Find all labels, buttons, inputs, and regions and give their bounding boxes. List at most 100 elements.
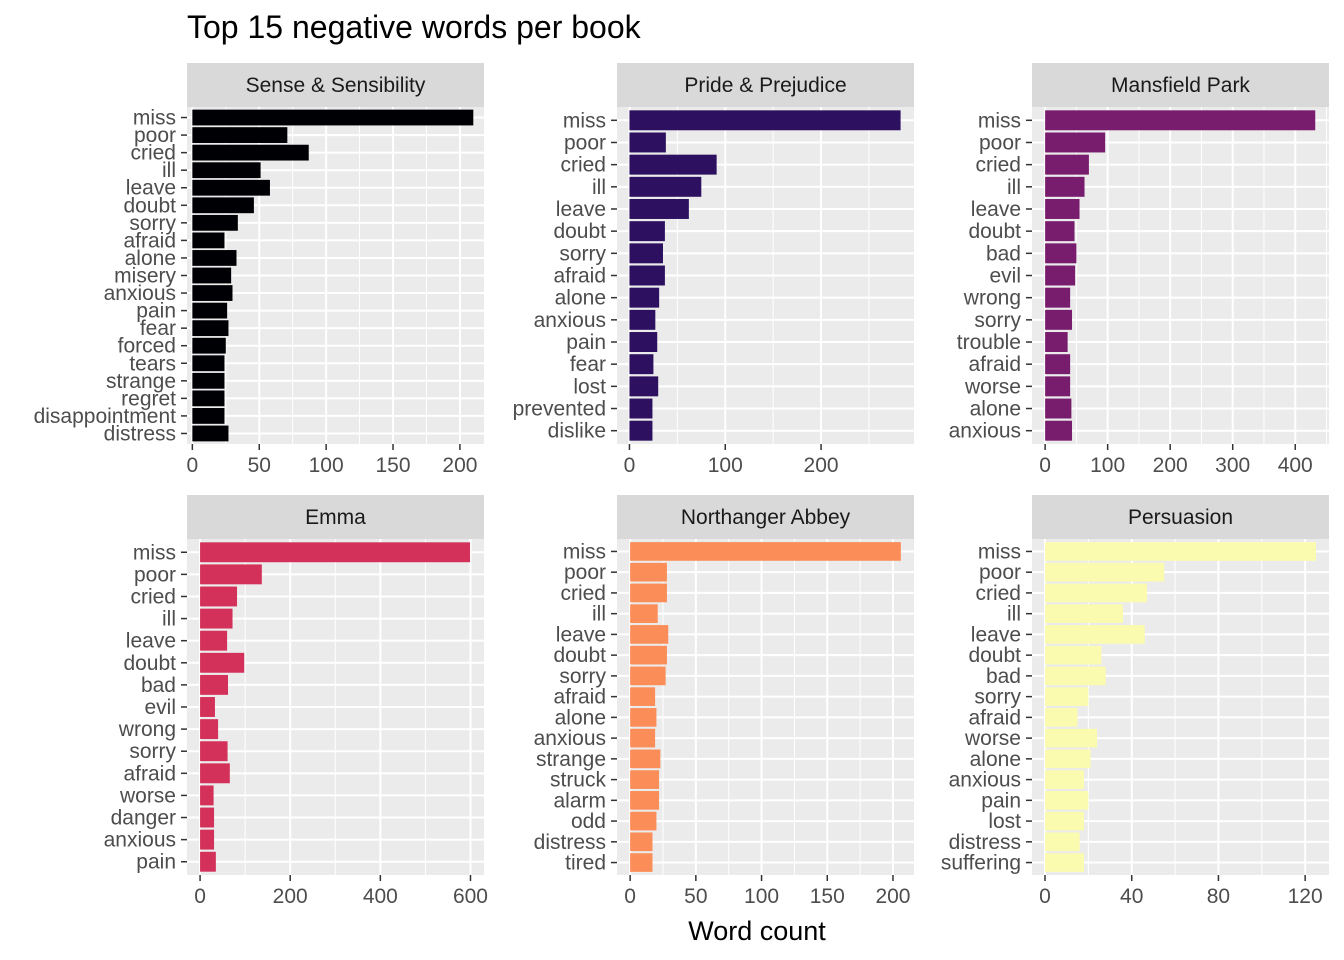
bar-miss — [1045, 542, 1316, 561]
bar-bad — [1045, 666, 1106, 686]
category-label: ill — [592, 603, 606, 626]
category-label: evil — [989, 265, 1021, 288]
category-label: wrong — [963, 287, 1021, 310]
category-label: anxious — [949, 420, 1021, 443]
category-label: regret — [121, 387, 176, 410]
category-label: poor — [979, 561, 1021, 584]
category-label: sorry — [974, 309, 1021, 332]
bar-worse — [1045, 728, 1098, 748]
bar-anxious — [629, 309, 656, 330]
category-label: doubt — [553, 220, 606, 243]
bar-struck — [630, 770, 660, 789]
bar-fear — [192, 320, 229, 337]
x-tick-label: 0 — [1039, 454, 1051, 477]
bar-ill — [1045, 176, 1085, 197]
bar-bad — [200, 674, 229, 695]
category-label: cried — [975, 582, 1021, 605]
facet-strip-label: Northanger Abbey — [681, 506, 851, 529]
category-label: sorry — [974, 686, 1021, 709]
bar-disappointment — [192, 408, 225, 424]
bar-miss — [192, 109, 474, 126]
bar-ill — [192, 162, 261, 179]
bar-poor — [1045, 132, 1106, 153]
category-label: leave — [556, 198, 606, 221]
category-label: worse — [964, 375, 1021, 398]
bar-cried — [200, 586, 238, 607]
bar-poor — [630, 562, 667, 582]
bar-lost — [629, 376, 659, 397]
category-label: strange — [536, 748, 606, 771]
bar-doubt — [192, 197, 254, 214]
category-label: poor — [134, 563, 176, 586]
category-label: alone — [555, 706, 606, 729]
x-tick-label: 0 — [1039, 885, 1051, 908]
facet-mansfield-park: Mansfield Park 0 100 200 300 400 misspoorcried… — [949, 63, 1329, 477]
category-label: bad — [986, 665, 1021, 688]
bar-fear — [629, 354, 654, 375]
x-tick-label: 120 — [1288, 885, 1323, 908]
chart-title: Top 15 negative words per book — [187, 9, 642, 45]
category-label: leave — [126, 630, 176, 653]
bar-miss — [629, 110, 901, 131]
category-label: pain — [136, 300, 176, 323]
x-tick-label: 0 — [624, 885, 636, 908]
category-label: miss — [133, 541, 176, 564]
bar-anxious — [1045, 770, 1085, 789]
bar-bad — [1045, 243, 1077, 264]
bar-doubt — [1045, 645, 1102, 665]
bar-prevented — [629, 398, 653, 419]
bar-doubt — [629, 221, 665, 242]
category-label: sorry — [129, 740, 176, 763]
category-label: pain — [136, 851, 176, 874]
category-label: distress — [104, 422, 176, 445]
bar-wrong — [200, 719, 219, 740]
x-tick-label: 80 — [1207, 885, 1230, 908]
category-label: fear — [140, 317, 176, 340]
x-tick-label: 300 — [1215, 454, 1250, 477]
x-tick-label: 200 — [273, 885, 308, 908]
bar-anxious — [192, 285, 233, 301]
bar-sorry — [629, 243, 663, 264]
category-label: doubt — [968, 644, 1021, 667]
category-label: afraid — [553, 265, 606, 288]
category-label: strange — [106, 370, 176, 393]
category-label: disappointment — [34, 405, 177, 428]
bar-afraid — [200, 763, 230, 784]
category-label: cried — [560, 582, 606, 605]
category-label: prevented — [513, 398, 606, 421]
category-label: danger — [111, 807, 176, 830]
bar-evil — [200, 697, 215, 717]
category-label: anxious — [104, 282, 176, 305]
category-label: ill — [1007, 176, 1021, 199]
category-label: cried — [975, 154, 1021, 177]
bar-miss — [1045, 110, 1316, 131]
category-label: trouble — [957, 331, 1021, 354]
x-tick-label: 400 — [1278, 454, 1313, 477]
bar-doubt — [1045, 221, 1075, 242]
category-label: ill — [592, 176, 606, 199]
facet-strip — [187, 495, 484, 539]
category-label: afraid — [968, 353, 1021, 376]
category-label: afraid — [968, 706, 1021, 729]
category-label: sorry — [559, 665, 606, 688]
x-tick-label: 200 — [442, 454, 477, 477]
category-label: doubt — [553, 644, 606, 667]
bar-pain — [629, 332, 658, 352]
category-label: afraid — [123, 762, 176, 785]
bar-leave — [629, 199, 689, 219]
category-label: anxious — [949, 769, 1021, 792]
category-label: bad — [986, 242, 1021, 265]
x-tick-label: 200 — [804, 454, 839, 477]
bar-poor — [1045, 562, 1165, 582]
category-label: poor — [564, 131, 606, 154]
bar-evil — [1045, 265, 1076, 286]
bar-ill — [200, 608, 233, 629]
x-tick-label: 40 — [1120, 885, 1143, 908]
bar-cried — [1045, 154, 1089, 175]
x-tick-label: 200 — [1153, 454, 1188, 477]
bar-sorry — [200, 741, 228, 762]
bar-leave — [200, 630, 228, 651]
bar-alone — [1045, 749, 1091, 769]
